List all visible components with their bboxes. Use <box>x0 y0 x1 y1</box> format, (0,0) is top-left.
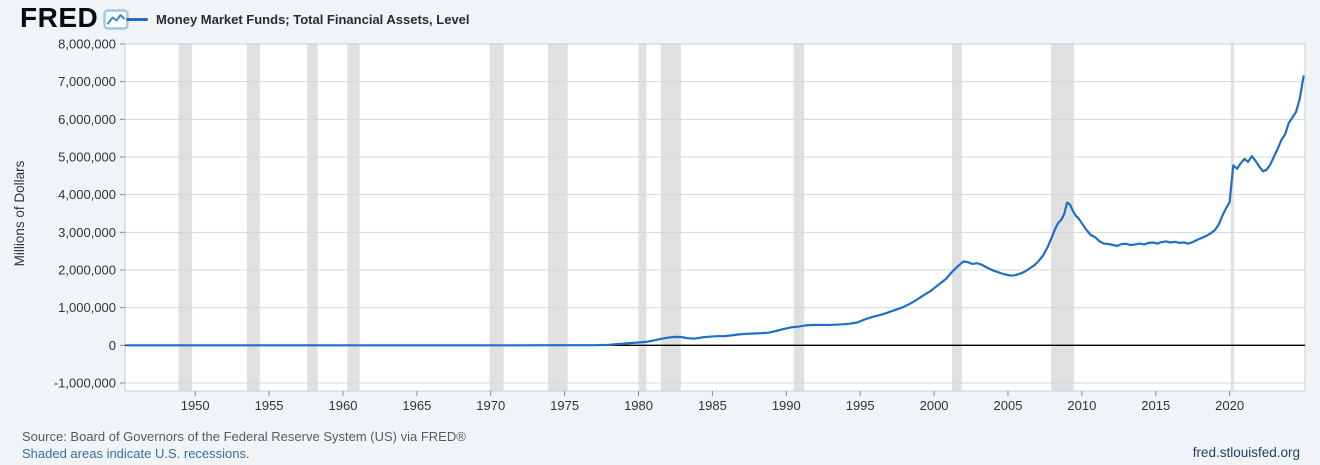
recession-band <box>347 44 360 391</box>
y-tick-label: -1,000,000 <box>54 376 116 391</box>
y-tick-label: 2,000,000 <box>58 263 116 278</box>
source-attribution: Source: Board of Governors of the Federa… <box>22 429 466 444</box>
legend-line-sample <box>126 18 148 21</box>
x-tick-label: 1995 <box>846 398 875 413</box>
x-tick-label: 1965 <box>402 398 431 413</box>
x-tick-label: 1975 <box>550 398 579 413</box>
x-tick-label: 2005 <box>994 398 1023 413</box>
y-tick-label: 0 <box>109 338 116 353</box>
recession-band <box>638 44 647 391</box>
recession-band <box>307 44 318 391</box>
y-tick-label: 7,000,000 <box>58 74 116 89</box>
plot-border <box>124 43 1306 392</box>
y-tick-label: 6,000,000 <box>58 112 116 127</box>
recession-band <box>952 44 962 391</box>
y-tick-label: 4,000,000 <box>58 187 116 202</box>
fred-logo[interactable]: FRED <box>20 4 129 32</box>
y-tick-label: 1,000,000 <box>58 300 116 315</box>
series-line <box>126 75 1305 347</box>
x-tick-label: 1985 <box>698 398 727 413</box>
legend-series-label: Money Market Funds; Total Financial Asse… <box>156 12 470 27</box>
x-tick-label: 2020 <box>1215 398 1244 413</box>
fred-site-link[interactable]: fred.stlouisfed.org <box>1192 445 1300 460</box>
recession-band <box>660 44 681 391</box>
recession-band <box>489 44 504 391</box>
recession-band <box>793 44 805 391</box>
x-tick-label: 1960 <box>329 398 358 413</box>
x-tick-label: 1990 <box>772 398 801 413</box>
x-tick-label: 1950 <box>181 398 210 413</box>
recessions-note-link[interactable]: Shaded areas indicate U.S. recessions. <box>22 446 250 461</box>
y-axis-title: Millions of Dollars <box>12 160 27 266</box>
time-series-chart[interactable]: -1,000,000 0 1,000,000 2,000,000 3,000,000 4,… <box>0 38 1320 420</box>
x-tick-label: 1980 <box>624 398 653 413</box>
y-tick-label: 8,000,000 <box>58 38 116 52</box>
chart-legend[interactable]: Money Market Funds; Total Financial Asse… <box>126 12 470 27</box>
x-tick-label: 2015 <box>1141 398 1170 413</box>
y-gridlines <box>125 43 1305 384</box>
fred-logo-text: FRED <box>20 2 99 33</box>
recession-band <box>547 44 568 391</box>
plot-area[interactable] <box>125 44 1305 391</box>
recession-band <box>178 44 193 391</box>
x-tick-label: 2000 <box>920 398 949 413</box>
y-axis: -1,000,000 0 1,000,000 2,000,000 3,000,000 4,… <box>54 38 125 391</box>
x-tick-label: 1970 <box>476 398 505 413</box>
y-tick-label: 3,000,000 <box>58 225 116 240</box>
x-tick-label: 2010 <box>1067 398 1096 413</box>
recession-band <box>246 44 260 391</box>
x-tick-label: 1955 <box>255 398 284 413</box>
recession-band <box>1230 44 1234 391</box>
y-tick-label: 5,000,000 <box>58 150 116 165</box>
x-axis: 1950 1955 1960 1965 1970 1975 1980 1985 1990 1995… <box>181 391 1244 413</box>
recession-bands <box>178 44 1234 391</box>
